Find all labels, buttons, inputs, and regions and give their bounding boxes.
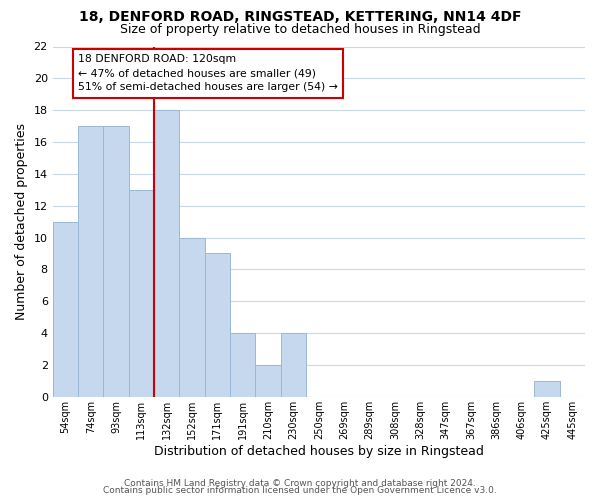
Bar xyxy=(256,365,281,397)
Text: 18 DENFORD ROAD: 120sqm
← 47% of detached houses are smaller (49)
51% of semi-de: 18 DENFORD ROAD: 120sqm ← 47% of detache… xyxy=(78,54,338,92)
Bar xyxy=(78,126,103,397)
Text: 18, DENFORD ROAD, RINGSTEAD, KETTERING, NN14 4DF: 18, DENFORD ROAD, RINGSTEAD, KETTERING, … xyxy=(79,10,521,24)
Bar xyxy=(535,381,560,397)
Bar xyxy=(103,126,129,397)
Bar xyxy=(205,254,230,397)
Y-axis label: Number of detached properties: Number of detached properties xyxy=(15,123,28,320)
Bar xyxy=(230,333,256,397)
Bar xyxy=(53,222,78,397)
X-axis label: Distribution of detached houses by size in Ringstead: Distribution of detached houses by size … xyxy=(154,444,484,458)
Text: Size of property relative to detached houses in Ringstead: Size of property relative to detached ho… xyxy=(119,22,481,36)
Bar xyxy=(281,333,306,397)
Bar xyxy=(179,238,205,397)
Text: Contains HM Land Registry data © Crown copyright and database right 2024.: Contains HM Land Registry data © Crown c… xyxy=(124,478,476,488)
Bar xyxy=(154,110,179,397)
Bar xyxy=(129,190,154,397)
Text: Contains public sector information licensed under the Open Government Licence v3: Contains public sector information licen… xyxy=(103,486,497,495)
